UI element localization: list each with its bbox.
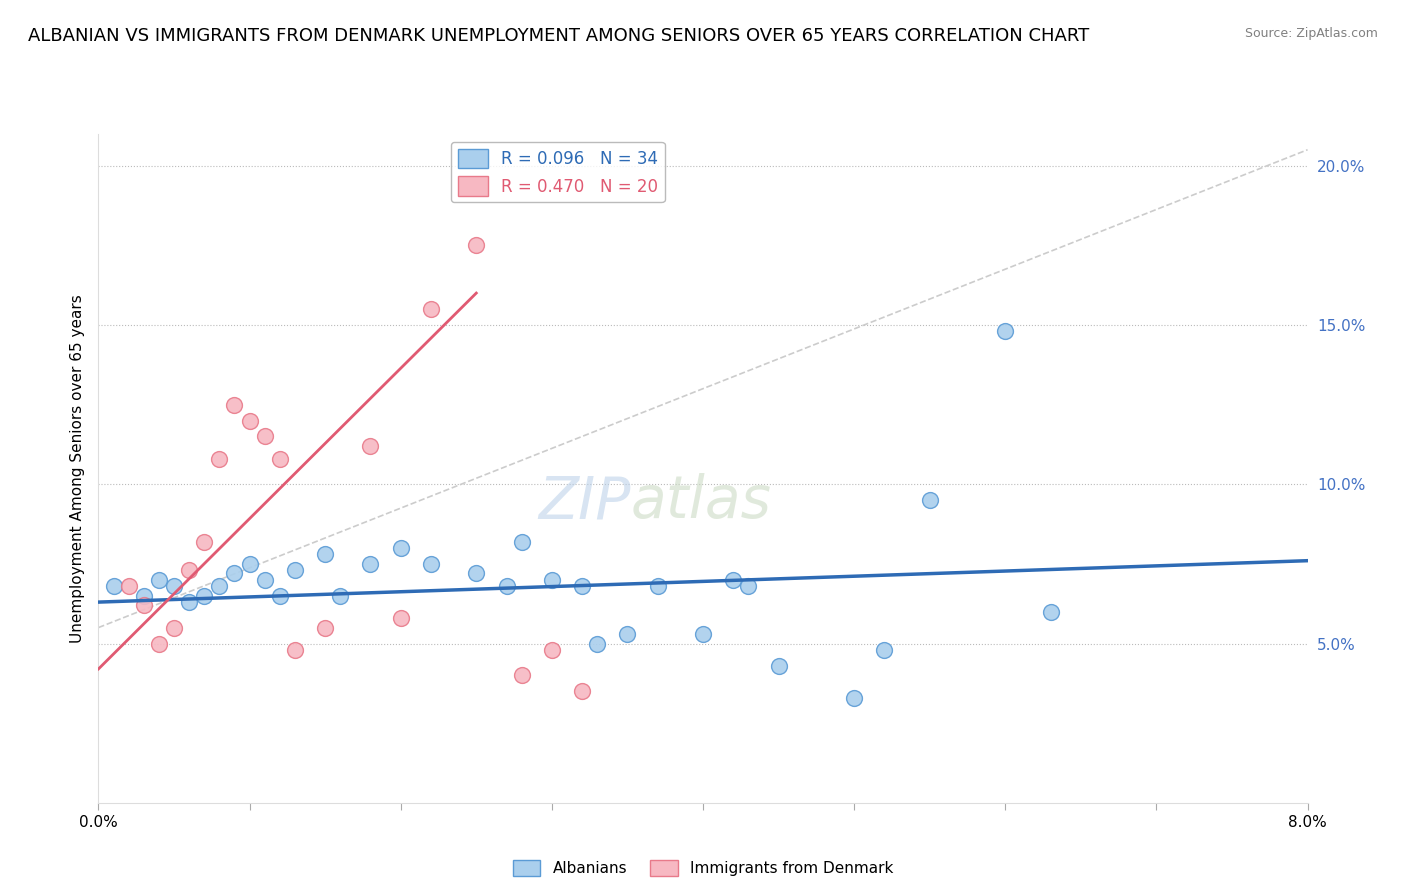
Point [571,684,593,698]
Point [844,690,866,705]
Point [239,413,262,427]
Point [359,557,381,571]
Point [586,636,609,650]
Point [1039,605,1062,619]
Point [179,563,201,577]
Point [994,324,1017,338]
Point [873,643,896,657]
Point [419,301,441,316]
Point [224,398,246,412]
Point [329,589,352,603]
Point [918,493,941,508]
Point [616,627,638,641]
Point [419,557,441,571]
Point [239,557,262,571]
Point [269,451,291,466]
Point [510,534,533,549]
Point [208,451,231,466]
Point [208,579,231,593]
Point [103,579,125,593]
Point [314,547,336,561]
Point [284,643,307,657]
Legend: Albanians, Immigrants from Denmark: Albanians, Immigrants from Denmark [506,854,900,882]
Point [723,573,745,587]
Point [148,573,170,587]
Point [465,566,488,581]
Point [118,579,141,593]
Point [737,579,759,593]
Point [465,238,488,252]
Point [269,589,291,603]
Text: Source: ZipAtlas.com: Source: ZipAtlas.com [1244,27,1378,40]
Point [768,658,790,673]
Text: atlas: atlas [630,474,772,530]
Point [540,573,562,587]
Point [193,534,215,549]
Point [163,621,186,635]
Y-axis label: Unemployment Among Seniors over 65 years: Unemployment Among Seniors over 65 years [69,294,84,642]
Point [389,611,412,625]
Text: ZIP: ZIP [538,474,630,530]
Point [314,621,336,635]
Point [163,579,186,593]
Point [132,589,155,603]
Point [495,579,517,593]
Point [389,541,412,555]
Point [193,589,215,603]
Point [540,643,562,657]
Point [571,579,593,593]
Point [359,439,381,453]
Text: ALBANIAN VS IMMIGRANTS FROM DENMARK UNEMPLOYMENT AMONG SENIORS OVER 65 YEARS COR: ALBANIAN VS IMMIGRANTS FROM DENMARK UNEM… [28,27,1090,45]
Point [253,573,276,587]
Point [253,429,276,443]
Point [647,579,669,593]
Point [510,668,533,682]
Point [284,563,307,577]
Point [692,627,714,641]
Point [132,599,155,613]
Point [179,595,201,609]
Point [148,636,170,650]
Point [224,566,246,581]
